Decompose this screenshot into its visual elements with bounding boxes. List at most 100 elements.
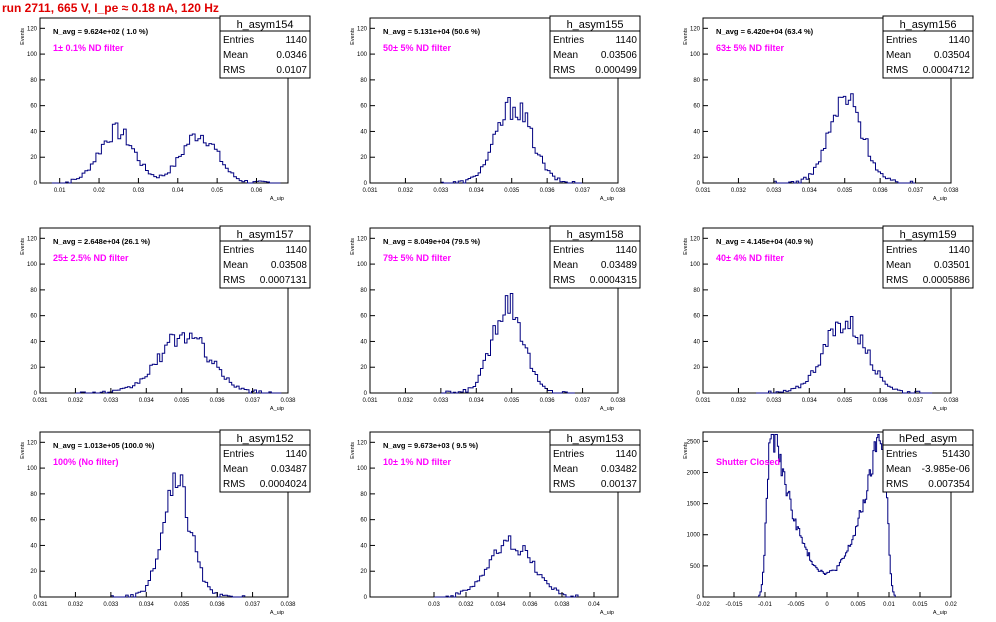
y-tick-label: 80: [360, 492, 367, 498]
filter-label: 40± 4% ND filter: [716, 253, 784, 263]
plot-frame: [39, 227, 289, 394]
x-tick-label: 0.02: [945, 602, 957, 608]
stats-value: 0.000499: [595, 65, 637, 76]
y-tick-label: 0: [697, 181, 701, 187]
stats-key: RMS: [223, 275, 246, 286]
stats-value: 1140: [948, 35, 970, 46]
y-tick-label: 120: [27, 236, 38, 242]
histogram-panel-h_asym154: 0.01 0.02 0.03 0.04 0.05 0.06 0 20 40 60 80 100 120 A…: [20, 15, 311, 202]
y-tick-label: 0: [697, 391, 701, 397]
filter-label: 79± 5% ND filter: [383, 253, 451, 263]
x-tick-label: -0.015: [725, 602, 743, 608]
plot-frame: [369, 227, 619, 394]
stats-value: 0.0007131: [260, 275, 308, 286]
x-tick-label: 0.036: [873, 188, 889, 194]
y-tick-label: 60: [30, 314, 37, 320]
x-tick-label: 0.034: [802, 398, 818, 404]
y-tick-label: 100: [27, 466, 38, 472]
x-tick-label: 0.04: [172, 188, 184, 194]
x-tick-label: 0.06: [251, 188, 263, 194]
x-tick-label: 0.032: [68, 398, 84, 404]
stats-box: [882, 429, 974, 493]
x-tick-label: 0.033: [433, 188, 449, 194]
y-tick-label: 120: [357, 440, 368, 446]
x-tick-label: 0.01: [54, 188, 66, 194]
y-tick-label: 0: [364, 595, 368, 601]
stats-key: Mean: [223, 464, 248, 475]
histogram-line: [440, 97, 583, 184]
filter-label: 25± 2.5% ND filter: [53, 253, 129, 263]
filter-label: 63± 5% ND filter: [716, 43, 784, 53]
x-tick-label: 0.031: [362, 188, 378, 194]
stats-box: [219, 15, 311, 79]
y-tick-label: 80: [693, 78, 700, 84]
x-axis-title: A_uip: [933, 610, 947, 616]
y-tick-label: 120: [357, 26, 368, 32]
y-tick-label: 60: [360, 104, 367, 110]
y-tick-label: 80: [30, 288, 37, 294]
y-axis-title: Events: [20, 442, 26, 459]
stats-value: 1140: [285, 35, 307, 46]
histogram-name: h_asym153: [567, 433, 624, 445]
stats-key: RMS: [886, 65, 909, 76]
plot-frame: [369, 431, 619, 598]
y-tick-label: 120: [357, 236, 368, 242]
x-tick-label: 0.03: [428, 602, 440, 608]
plot-frame: [39, 431, 289, 598]
x-tick-label: -0.005: [787, 602, 805, 608]
stats-key: RMS: [223, 65, 246, 76]
histogram-name: h_asym152: [237, 433, 294, 445]
stats-key: Entries: [223, 245, 254, 256]
stats-value: 1140: [615, 35, 637, 46]
x-axis-title: A_uip: [270, 406, 284, 412]
x-tick-label: 0.01: [883, 602, 895, 608]
y-tick-label: 20: [360, 569, 367, 575]
navg-label: N_avg = 9.673e+03 ( 9.5 %): [383, 441, 479, 450]
x-axis-title: A_uip: [600, 196, 614, 202]
x-tick-label: 0.037: [575, 188, 591, 194]
navg-label: N_avg = 5.131e+04 (50.6 %): [383, 27, 481, 36]
y-tick-label: 60: [693, 314, 700, 320]
y-tick-label: 0: [697, 595, 701, 601]
stats-value: 1140: [285, 449, 307, 460]
y-tick-label: 0: [364, 391, 368, 397]
y-tick-label: 40: [360, 339, 367, 345]
x-tick-label: 0.036: [873, 398, 889, 404]
x-tick-label: 0.038: [943, 188, 959, 194]
filter-label: 10± 1% ND filter: [383, 457, 451, 467]
x-tick-label: 0.032: [731, 398, 747, 404]
x-tick-label: 0.037: [908, 398, 924, 404]
navg-label: N_avg = 2.648e+04 (26.1 %): [53, 237, 151, 246]
x-tick-label: 0.038: [610, 188, 626, 194]
y-tick-label: 60: [30, 518, 37, 524]
y-tick-label: 40: [360, 129, 367, 135]
stats-value: 0.0346: [276, 50, 307, 61]
stats-value: 1140: [615, 449, 637, 460]
stats-value: 0.0004315: [590, 275, 638, 286]
histogram-name: h_asym154: [237, 19, 294, 31]
stats-value: 1140: [948, 245, 970, 256]
x-tick-label: 0.034: [490, 602, 506, 608]
y-tick-label: 40: [693, 339, 700, 345]
histogram-line: [110, 472, 246, 598]
stats-value: 0.0004712: [923, 65, 971, 76]
stats-value: 51430: [942, 449, 970, 460]
y-tick-label: 0: [34, 595, 38, 601]
stats-key: Entries: [553, 245, 584, 256]
stats-value: 0.03487: [271, 464, 308, 475]
y-tick-label: 100: [357, 466, 368, 472]
y-tick-label: 60: [693, 104, 700, 110]
x-tick-label: 0.035: [504, 188, 520, 194]
stats-key: Entries: [886, 35, 917, 46]
stats-key: Mean: [886, 50, 911, 61]
stats-value: 0.0004024: [260, 479, 308, 490]
stats-value: 0.03504: [934, 50, 971, 61]
histogram-panel-h_asym157: 0.031 0.032 0.033 0.034 0.035 0.036 0.037 0.038…: [20, 225, 311, 412]
y-tick-label: 40: [30, 129, 37, 135]
histogram-line: [440, 293, 575, 394]
stats-key: Mean: [223, 50, 248, 61]
stats-value: 0.03482: [601, 464, 638, 475]
x-tick-label: 0.032: [731, 188, 747, 194]
x-axis-title: A_uip: [600, 610, 614, 616]
stats-value: -3.985e-06: [922, 464, 971, 475]
